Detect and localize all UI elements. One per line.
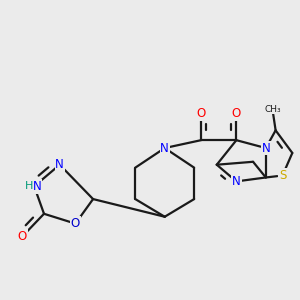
Text: O: O: [71, 217, 80, 230]
Text: O: O: [18, 230, 27, 243]
Text: N: N: [261, 142, 270, 154]
Text: N: N: [33, 180, 41, 193]
Text: CH₃: CH₃: [264, 105, 281, 114]
Text: O: O: [232, 107, 241, 120]
Text: N: N: [160, 142, 169, 154]
Text: S: S: [279, 169, 286, 182]
Text: N: N: [232, 175, 241, 188]
Text: H: H: [25, 181, 33, 191]
Text: O: O: [196, 107, 206, 120]
Text: N: N: [55, 158, 64, 171]
